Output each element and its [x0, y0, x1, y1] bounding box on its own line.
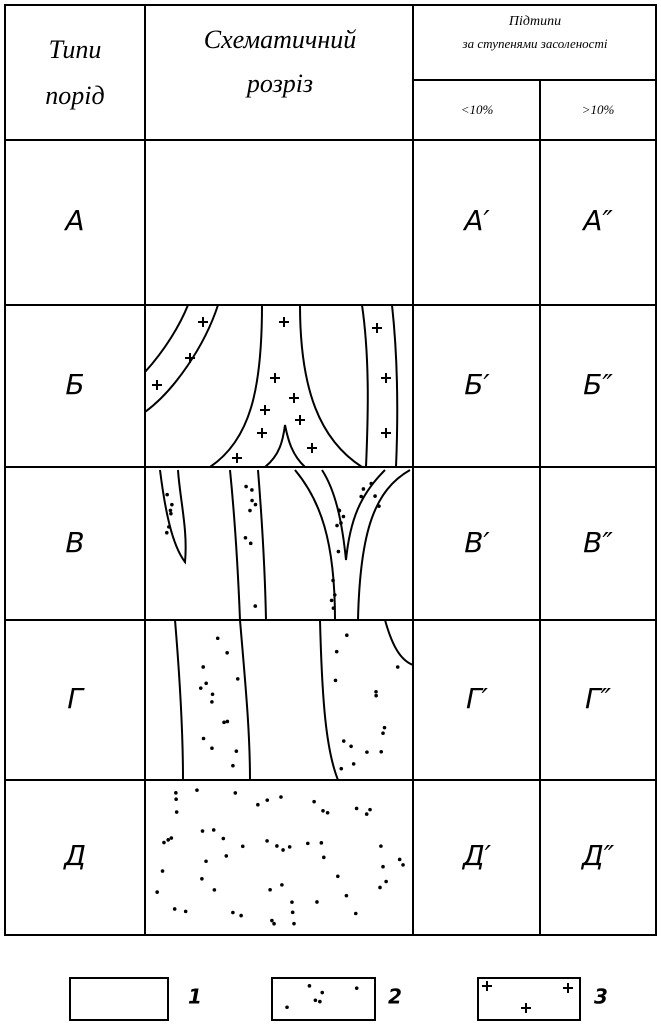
legend-label: 3	[594, 985, 608, 1009]
table-grid	[4, 4, 657, 936]
legend-label: 2	[388, 985, 402, 1009]
row-label: Д	[62, 839, 86, 872]
header-subtypes: Підтипи	[508, 14, 561, 29]
header-types: порід	[45, 81, 104, 110]
row-label: Г′	[466, 682, 489, 715]
row-label: В	[65, 526, 84, 559]
row-label: Д″	[580, 839, 615, 872]
row-label: Г	[67, 682, 85, 715]
row-label: В′	[464, 526, 490, 559]
row-label: Б″	[583, 368, 613, 401]
dots	[155, 481, 405, 1010]
legend-label: 1	[188, 985, 202, 1009]
row-label: А	[63, 204, 84, 237]
sketches	[69, 304, 581, 1021]
row-label: Г″	[585, 682, 612, 715]
row-label: Б	[65, 368, 84, 401]
header-types: Типи	[49, 35, 102, 64]
row-label: В″	[583, 526, 613, 559]
header-high: >10%	[582, 102, 615, 117]
header-low: <10%	[461, 102, 494, 117]
row-label: А″	[581, 204, 613, 237]
row-label: Б′	[464, 368, 490, 401]
header-subtypes: за ступенями засоленості	[462, 36, 608, 51]
header-section: Схематичний	[204, 25, 356, 54]
row-label: А′	[462, 204, 490, 237]
header-section: розріз	[245, 69, 313, 98]
row-label: Д′	[461, 839, 492, 872]
